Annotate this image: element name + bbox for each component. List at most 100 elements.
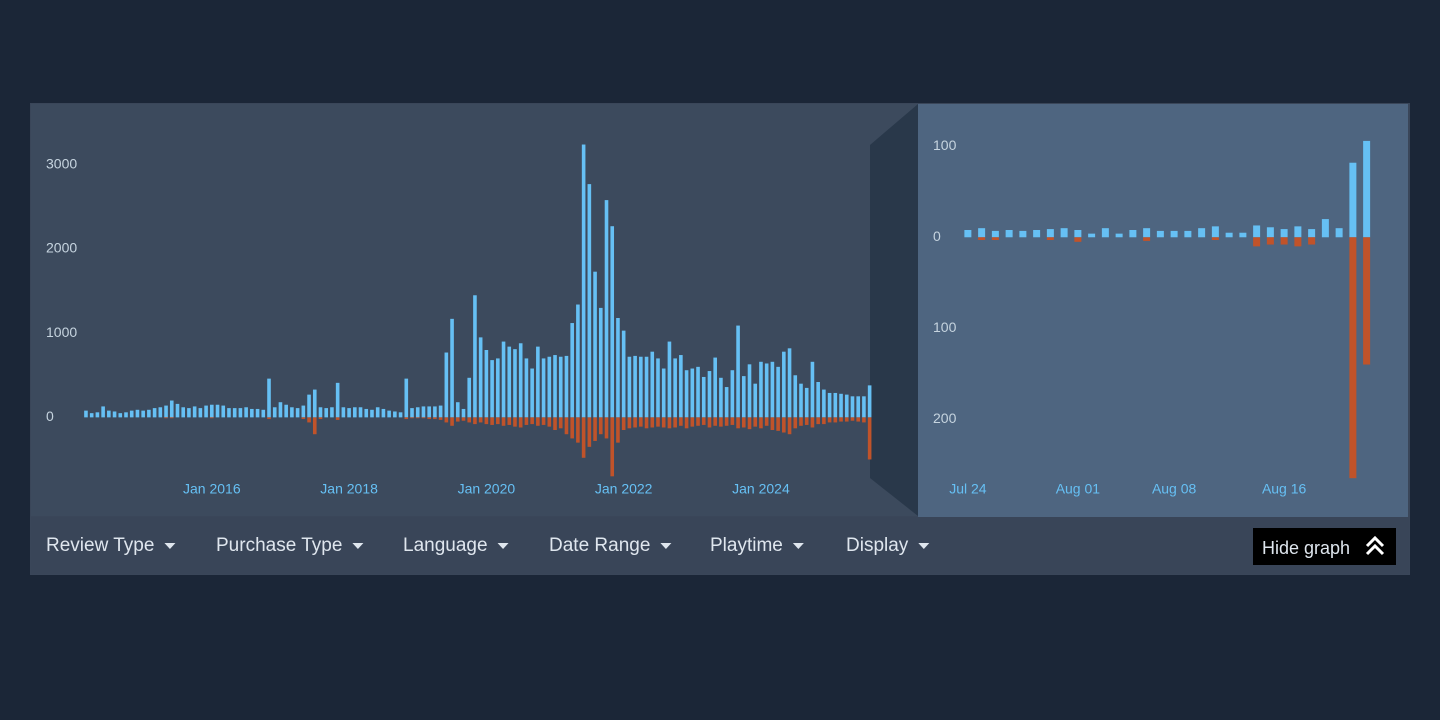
bar [267,417,271,420]
bar [375,407,380,418]
bar [816,417,820,425]
bar [198,408,203,418]
bar [759,417,763,429]
bar [570,323,574,418]
bar [393,411,397,418]
bar [524,358,529,418]
bar [541,417,546,425]
bar [387,410,391,418]
bar [284,404,288,418]
bar [724,417,729,426]
bar [616,318,620,418]
dropdown-arrow [918,543,930,549]
dropdown-arrow [352,543,364,549]
bar [1115,233,1123,238]
bar [1046,229,1054,238]
bar [507,417,512,425]
bar [290,407,294,418]
bar [1184,230,1192,238]
bar [1129,230,1137,238]
bar [576,304,580,418]
bar [1363,140,1371,238]
bar [536,346,540,418]
bar [1280,229,1288,238]
bar [719,377,723,418]
y-tick-label: 0 [933,228,941,244]
bar [513,349,517,418]
bar [753,417,758,427]
bar [455,402,460,418]
bar [822,417,826,425]
bar [713,417,717,426]
bar [210,417,214,419]
bar [713,357,717,418]
bar [978,228,986,238]
bar [152,408,157,418]
bar [1321,219,1329,238]
bar [639,417,643,427]
bar [518,417,523,428]
bar [782,351,786,418]
bar [644,356,649,418]
bar [141,410,145,418]
bar [776,366,780,418]
bar [204,405,208,418]
bar [244,407,248,418]
bar [467,417,472,423]
bar [810,361,815,418]
bar [381,408,386,418]
bar [421,417,426,419]
filter-dropdown[interactable]: Date Range [549,535,650,556]
hide-graph-button[interactable] [1253,528,1396,565]
bar [433,417,437,420]
bar [553,417,557,430]
filter-dropdown[interactable]: Display [846,535,909,556]
bar [158,407,163,418]
bar [736,325,740,418]
bar [862,396,866,418]
bar [438,405,443,418]
bar [513,417,517,427]
filter-bar [31,517,1409,574]
bar [673,358,677,418]
x-tick-label: Jan 2022 [595,481,653,497]
x-tick-label: Aug 16 [1262,481,1307,497]
bar [604,417,609,439]
bar [1211,237,1219,240]
bar [787,348,792,418]
bar [129,410,134,418]
bar [730,417,735,425]
bar [450,417,454,426]
filter-dropdown[interactable]: Playtime [710,535,783,556]
bar [593,417,597,441]
zoom-connector [870,104,918,516]
filter-dropdown[interactable]: Purchase Type [216,535,342,556]
bar [564,355,569,418]
bar [627,356,632,418]
filter-dropdown[interactable]: Language [403,535,488,556]
bar [484,417,489,425]
chevron-icon [1365,535,1385,548]
bar [964,230,972,238]
filter-dropdown[interactable]: Review Type [46,535,154,556]
bar [335,382,340,418]
bar [301,405,306,418]
bar [804,387,809,418]
chevron-icon [1365,543,1385,556]
bar [1074,237,1082,242]
bar [741,376,746,418]
bar [644,417,649,429]
bar [610,417,615,477]
bar [650,417,655,428]
bar [1266,237,1274,245]
bar [530,368,534,418]
hide-graph-label[interactable]: Hide graph [1262,538,1350,558]
bar [250,408,254,418]
bar [610,226,615,418]
bar [1363,237,1371,365]
bar [181,407,186,418]
bar [850,396,855,418]
bar [667,417,672,429]
bar [690,417,695,427]
bar [656,358,660,418]
